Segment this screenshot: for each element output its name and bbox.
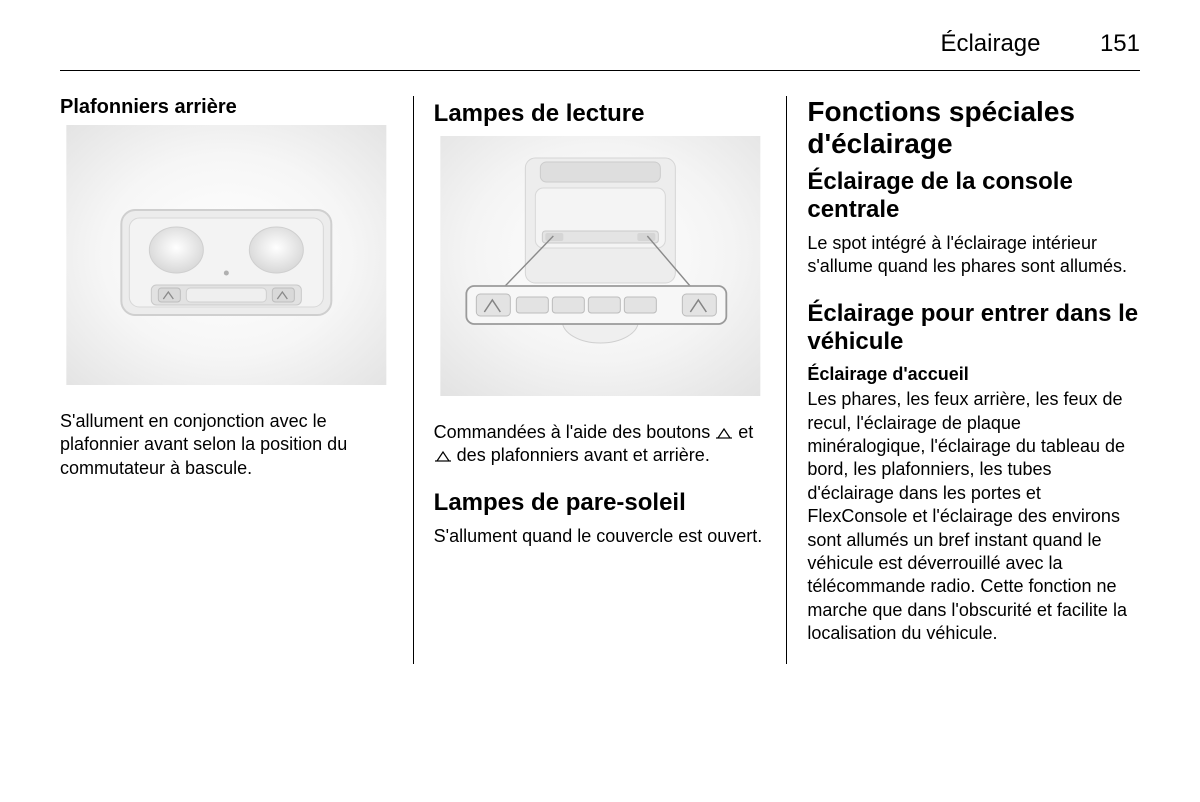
content-columns: Plafonniers arrière bbox=[60, 96, 1140, 664]
page-header: Éclairage 151 bbox=[60, 30, 1140, 71]
col2-body-a: Commandées à l'aide des boutons et des p… bbox=[434, 421, 767, 468]
column-1: Plafonniers arrière bbox=[60, 96, 413, 664]
col2-heading-b: Lampes de pare-soleil bbox=[434, 489, 767, 517]
col3-body-a: Le spot intégré à l'éclairage intérieur … bbox=[807, 232, 1140, 279]
column-2: Lampes de lecture bbox=[413, 96, 788, 664]
col3-heading-b: Éclairage pour entrer dans le véhicule bbox=[807, 300, 1140, 355]
col2-body-b: S'allument quand le couvercle est ouvert… bbox=[434, 525, 767, 548]
col3-heading-c: Éclairage d'accueil bbox=[807, 364, 1140, 385]
page-number: 151 bbox=[1100, 30, 1140, 58]
col2-body-a-post: des plafonniers avant et arrière. bbox=[452, 445, 710, 465]
col2-body-a-mid: et bbox=[733, 422, 753, 442]
col3-body-b: Les phares, les feux arrière, les feux d… bbox=[807, 388, 1140, 645]
col3-heading-main: Fonctions spéciales d'éclairage bbox=[807, 96, 1140, 160]
col3-heading-a: Éclairage de la console centrale bbox=[807, 168, 1140, 223]
section-title: Éclairage bbox=[940, 30, 1040, 58]
reading-light-left-icon bbox=[715, 427, 733, 439]
col1-heading: Plafonniers arrière bbox=[60, 96, 393, 119]
figure-rear-dome-light bbox=[60, 125, 393, 385]
column-3: Fonctions spéciales d'éclairage Éclairag… bbox=[787, 96, 1140, 664]
col2-body-a-pre: Commandées à l'aide des boutons bbox=[434, 422, 716, 442]
figure-reading-lights bbox=[434, 136, 767, 396]
col1-body: S'allument en conjonction avec le plafon… bbox=[60, 410, 393, 480]
reading-light-right-icon bbox=[434, 450, 452, 462]
col2-heading-a: Lampes de lecture bbox=[434, 100, 767, 128]
